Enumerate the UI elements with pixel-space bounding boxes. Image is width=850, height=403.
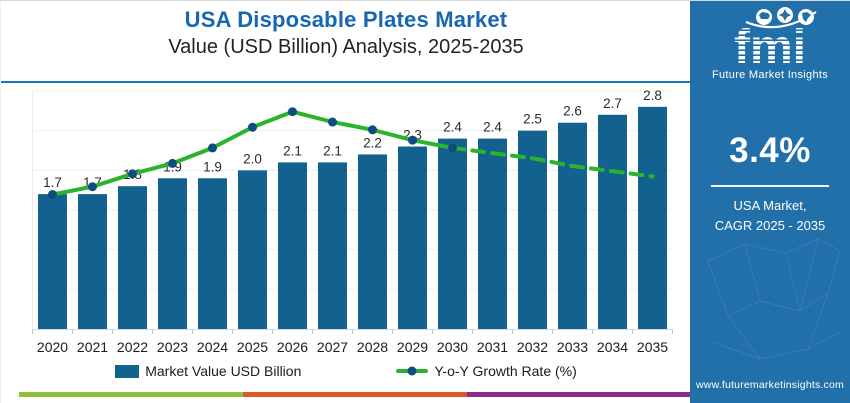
bar-label-2032: 2.5 [523,112,542,127]
bar-2031 [478,138,507,329]
bar-2026 [278,162,307,329]
growth-marker-2023 [168,158,177,168]
growth-marker-2025 [248,122,257,132]
bar-2023 [158,178,187,329]
legend-line-label: Y-o-Y Growth Rate (%) [434,363,577,379]
world-map-watermark-icon [707,238,843,360]
chart-canvas: 1.720201.720211.820221.920231.920242.020… [32,88,673,355]
compass-icon [777,7,793,23]
globe-americas-icon [798,9,814,25]
bar-2021 [78,194,107,329]
footer-color-strip [19,392,691,397]
strip-orange-segment [243,392,467,397]
x-label-2035: 2035 [637,339,668,355]
x-label-2021: 2021 [77,339,108,355]
cagr-caption-line2: CAGR 2025 - 2035 [714,218,826,234]
bar-2027 [318,162,347,329]
cagr-divider [711,185,829,187]
x-label-2034: 2034 [597,339,628,355]
logo-tagline: Future Market Insights [712,69,828,81]
bar-label-2035: 2.8 [643,88,662,103]
growth-marker-2022 [128,169,137,179]
chart-subtitle: Value (USD Billion) Analysis, 2025-2035 [168,36,524,58]
brand-panel: fmi Future Market Insights 3.4% USA Mark… [690,1,850,403]
bar-2022 [118,186,147,329]
cagr-value: 3.4% [729,131,811,170]
growth-marker-2027 [328,117,337,127]
legend-bar-label: Market Value USD Billion [145,363,302,379]
strip-green-segment [19,392,243,397]
cagr-caption-line1: USA Market, [733,198,807,213]
bar-label-2030: 2.4 [443,120,462,135]
growth-marker-2020 [48,189,57,199]
x-label-2024: 2024 [197,339,228,355]
usa-map-icon [756,9,772,25]
growth-marker-2021 [88,182,97,192]
legend-item-growth-rate: Y-o-Y Growth Rate (%) [396,363,577,379]
bar-2032 [518,130,547,329]
x-label-2025: 2025 [237,339,268,355]
bar-label-2025: 2.0 [243,151,262,166]
chart-header: USA Disposable Plates Market Value (USD … [1,7,691,59]
chart-title: USA Disposable Plates Market [184,7,508,32]
bar-label-2028: 2.2 [363,135,382,150]
header-divider [1,81,691,83]
x-label-2027: 2027 [317,339,348,355]
bar-label-2034: 2.7 [603,96,622,111]
x-label-2029: 2029 [397,339,428,355]
bar-2034 [598,114,627,329]
growth-marker-2026 [288,107,297,117]
bar-2025 [238,170,267,329]
bar-label-2026: 2.1 [283,143,302,158]
bar-label-2033: 2.6 [563,104,582,119]
x-label-2031: 2031 [477,339,508,355]
chart-legend: Market Value USD Billion Y-o-Y Growth Ra… [1,363,691,379]
x-label-2033: 2033 [557,339,588,355]
line-swatch-icon [396,366,429,376]
bar-swatch-icon [115,364,140,378]
cagr-caption: USA Market, CAGR 2025 - 2035 [690,196,850,236]
bar-2024 [198,178,227,329]
x-label-2028: 2028 [357,339,388,355]
fmi-logo: fmi Future Market Insights [712,7,828,81]
bar-2033 [558,122,587,329]
chart-section: USA Disposable Plates Market Value (USD … [0,1,691,403]
bar-label-2031: 2.4 [483,120,502,135]
marker-dot-icon [407,366,417,376]
x-label-2023: 2023 [157,339,188,355]
bar-label-2020: 1.7 [43,175,62,190]
growth-marker-2029 [408,135,417,145]
bar-2035 [638,106,667,329]
x-label-2026: 2026 [277,339,308,355]
website-link[interactable]: www.futuremarketinsights.com [696,379,844,391]
bar-2029 [398,146,427,329]
bar-label-2024: 1.9 [203,159,222,174]
bar-2020 [38,194,67,329]
x-label-2030: 2030 [437,339,468,355]
legend-item-market-value: Market Value USD Billion [115,363,301,379]
growth-marker-2030 [448,143,457,153]
x-label-2022: 2022 [117,339,148,355]
bar-2030 [438,138,467,329]
bar-2028 [358,154,387,329]
strip-purple-segment [467,392,691,397]
x-label-2032: 2032 [517,339,548,355]
growth-line-dashed [450,145,655,179]
x-label-2020: 2020 [37,339,68,355]
growth-marker-2028 [368,125,377,135]
logo-text: fmi [734,21,806,74]
bar-label-2027: 2.1 [323,143,342,158]
growth-marker-2024 [208,143,217,153]
